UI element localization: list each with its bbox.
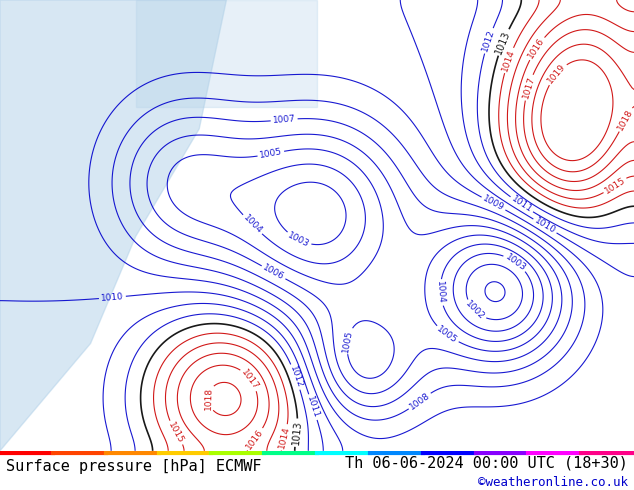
Text: 1014: 1014 <box>501 48 517 73</box>
Text: 1016: 1016 <box>244 427 265 451</box>
Text: Surface pressure [hPa] ECMWF: Surface pressure [hPa] ECMWF <box>6 459 262 474</box>
Text: 1005: 1005 <box>341 329 354 353</box>
Text: 1013: 1013 <box>291 420 303 445</box>
Text: 1008: 1008 <box>408 391 432 412</box>
Polygon shape <box>0 0 226 451</box>
Text: 1010: 1010 <box>533 216 557 236</box>
Text: 1011: 1011 <box>305 395 321 419</box>
Text: 1018: 1018 <box>616 107 634 132</box>
Text: ©weatheronline.co.uk: ©weatheronline.co.uk <box>477 476 628 489</box>
Text: 1004: 1004 <box>436 281 446 304</box>
Text: 1017: 1017 <box>240 368 261 391</box>
Text: 1013: 1013 <box>494 29 512 55</box>
Text: 1015: 1015 <box>603 175 627 196</box>
Text: 1006: 1006 <box>261 263 286 282</box>
Text: 1003: 1003 <box>287 230 311 249</box>
Text: 1012: 1012 <box>288 365 304 389</box>
Text: 1010: 1010 <box>101 292 124 303</box>
Polygon shape <box>136 0 317 107</box>
Text: 1018: 1018 <box>204 387 213 410</box>
Text: 1004: 1004 <box>241 213 264 236</box>
Text: 1009: 1009 <box>481 194 506 213</box>
Text: Th 06-06-2024 00:00 UTC (18+30): Th 06-06-2024 00:00 UTC (18+30) <box>345 455 628 470</box>
Text: 1012: 1012 <box>481 28 496 53</box>
Text: 1014: 1014 <box>277 425 291 449</box>
Text: 1011: 1011 <box>510 195 534 215</box>
Text: 1005: 1005 <box>259 147 283 160</box>
Text: 1002: 1002 <box>463 299 486 322</box>
Text: 1007: 1007 <box>273 114 296 125</box>
Text: 1019: 1019 <box>546 62 567 86</box>
Text: 1015: 1015 <box>167 420 186 445</box>
Text: 1016: 1016 <box>526 36 547 60</box>
Text: 1017: 1017 <box>521 75 536 100</box>
Text: 1003: 1003 <box>503 252 527 273</box>
Text: 1005: 1005 <box>435 324 459 345</box>
